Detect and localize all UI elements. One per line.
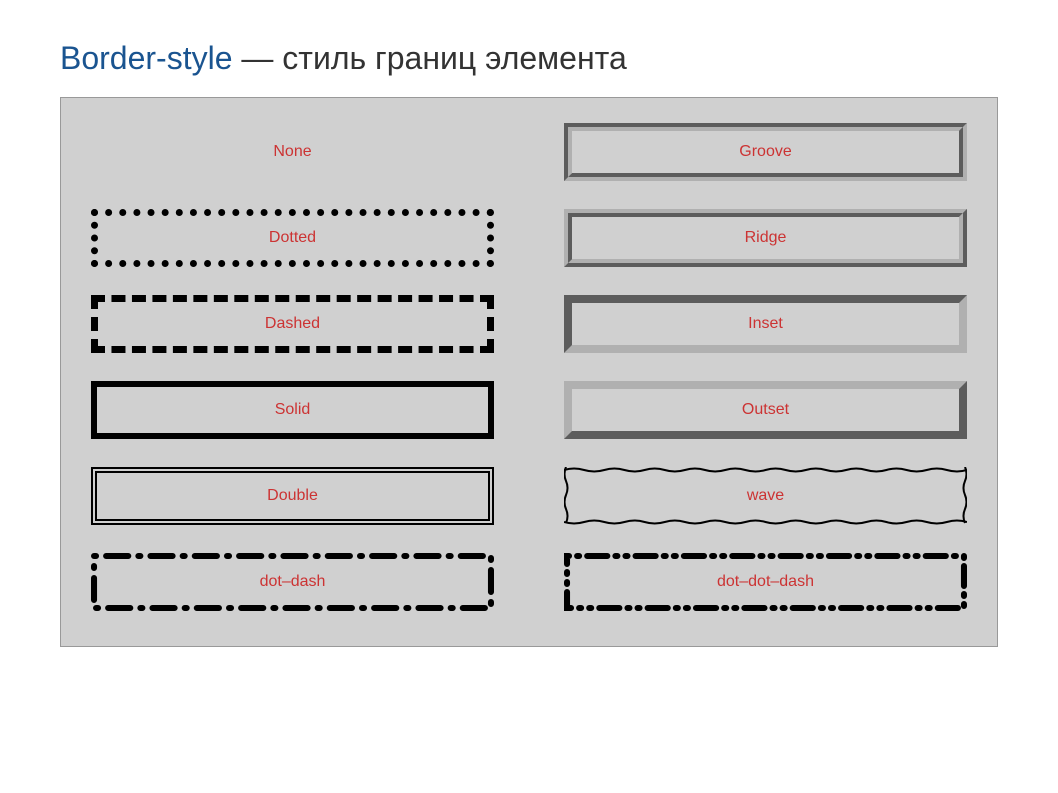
sample-groove: Groove: [564, 123, 967, 181]
sample-label: Dotted: [269, 229, 316, 247]
title-dash: —: [233, 40, 283, 76]
sample-label: Double: [267, 487, 318, 505]
sample-label: Outset: [742, 401, 789, 419]
sample-label: Dashed: [265, 315, 320, 333]
sample-none: None: [91, 123, 494, 181]
sample-wave: wave: [564, 467, 967, 525]
sample-double: Double: [91, 467, 494, 525]
sample-label: Solid: [275, 401, 311, 419]
sample-dotted: Dotted: [91, 209, 494, 267]
sample-label: None: [273, 143, 311, 161]
page-title: Border-style — стиль границ элемента: [60, 40, 998, 77]
sample-label: Inset: [748, 315, 783, 333]
sample-outset: Outset: [564, 381, 967, 439]
sample-label: Groove: [739, 143, 791, 161]
sample-label: dot–dot–dash: [717, 573, 814, 591]
sample-dot-dot-dash: dot–dot–dash: [564, 553, 967, 611]
title-rest: стиль границ элемента: [282, 40, 626, 76]
title-code: Border-style: [60, 40, 233, 76]
border-style-panel: None Groove Dotted Ridge Dashed Inset So…: [60, 97, 998, 647]
sample-label: Ridge: [745, 229, 787, 247]
sample-inset: Inset: [564, 295, 967, 353]
sample-solid: Solid: [91, 381, 494, 439]
sample-dashed: Dashed: [91, 295, 494, 353]
sample-label: wave: [747, 487, 784, 505]
sample-label: dot–dash: [260, 573, 326, 591]
sample-dot-dash: dot–dash: [91, 553, 494, 611]
sample-ridge: Ridge: [564, 209, 967, 267]
